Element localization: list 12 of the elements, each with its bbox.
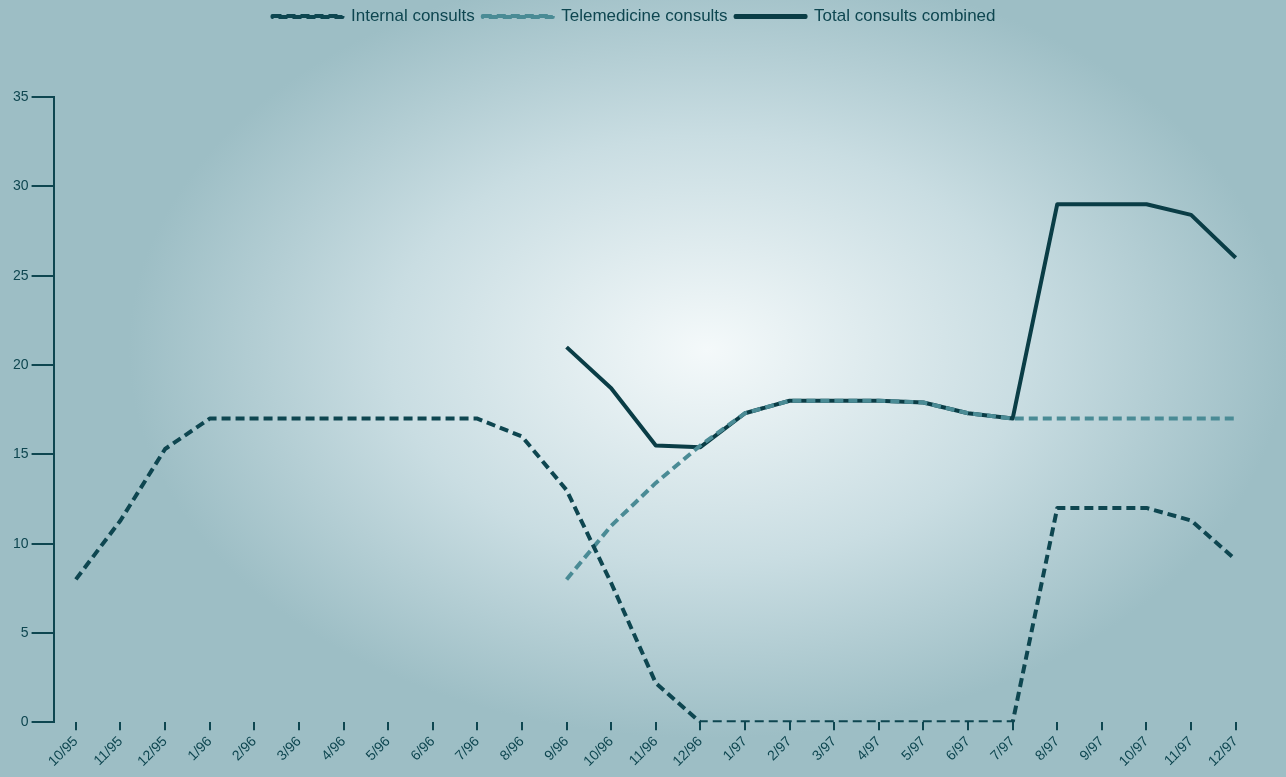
y-tick-label: 30 bbox=[12, 177, 29, 194]
legend-label: Total consults combined bbox=[814, 6, 996, 26]
x-tick-label: 4/97 bbox=[853, 732, 884, 764]
legend-label: Telemedicine consults bbox=[561, 6, 728, 26]
y-tick-label: 25 bbox=[12, 266, 29, 283]
y-tick-label: 20 bbox=[12, 355, 29, 372]
y-tick-label: 0 bbox=[20, 713, 29, 730]
y-tick-label: 35 bbox=[12, 87, 29, 104]
y-tick-label: 15 bbox=[12, 445, 29, 462]
legend-label: Internal consults bbox=[350, 6, 475, 26]
y-tick-label: 5 bbox=[20, 623, 29, 640]
y-tick-label: 10 bbox=[12, 534, 29, 551]
